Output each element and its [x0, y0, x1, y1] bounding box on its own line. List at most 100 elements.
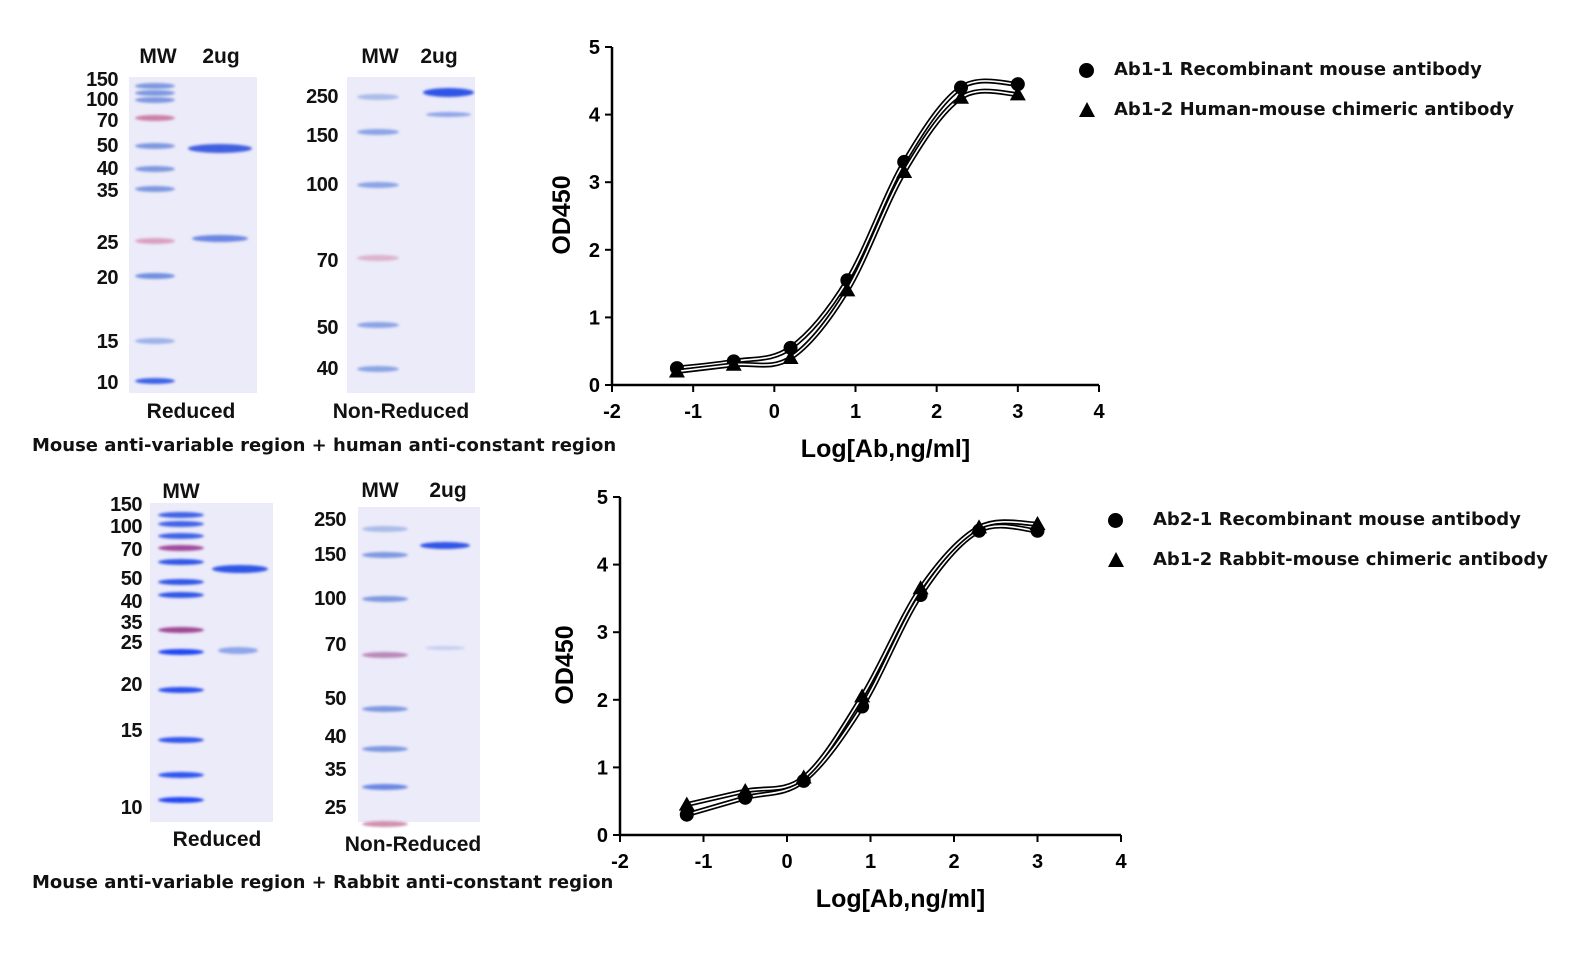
- data-point-circle: [954, 80, 969, 95]
- x-tick-label: 3: [1032, 851, 1043, 873]
- y-tick-label: 1: [597, 757, 608, 779]
- mw-marker-label: 70: [120, 539, 143, 561]
- mw-marker-label: 70: [324, 634, 347, 656]
- ladder-band: [362, 526, 408, 532]
- sample-band: [425, 646, 465, 650]
- lane-label: 2ug: [420, 45, 458, 68]
- mw-marker-label: 50: [316, 317, 339, 339]
- mw-marker-label: 25: [120, 632, 143, 654]
- ladder-band: [158, 687, 204, 693]
- lane-label: MW: [361, 45, 399, 68]
- mw-marker-label: 150: [110, 494, 142, 516]
- y-tick-label: 0: [589, 375, 600, 397]
- mw-marker-label: 35: [96, 180, 119, 202]
- y-tick-label: 4: [589, 105, 601, 127]
- mw-marker-label: 150: [86, 69, 118, 91]
- ladder-band: [135, 90, 175, 96]
- data-point-triangle: [795, 769, 812, 784]
- ladder-band: [135, 83, 175, 89]
- ladder-band: [158, 737, 204, 743]
- data-point-triangle: [839, 282, 856, 297]
- gel-condition-label: Non-Reduced: [344, 833, 482, 856]
- y-tick-label: 4: [597, 555, 609, 577]
- mw-marker-label: 15: [96, 331, 119, 353]
- mw-marker-label: 250: [306, 86, 338, 108]
- y-tick-label: 5: [597, 487, 608, 509]
- mw-marker-label: 50: [120, 568, 143, 590]
- data-point-triangle: [737, 783, 754, 798]
- x-tick-label: -2: [611, 851, 629, 873]
- data-point-triangle: [1009, 86, 1026, 101]
- x-tick-label: 4: [1093, 401, 1105, 423]
- ladder-band: [158, 627, 204, 633]
- x-tick-label: 3: [1012, 401, 1023, 423]
- lane-label: MW: [139, 45, 177, 68]
- y-tick-label: 0: [597, 825, 608, 847]
- ladder-band: [158, 579, 204, 585]
- lane-label: 2ug: [429, 479, 467, 502]
- ladder-band: [158, 772, 204, 778]
- ladder-band: [362, 706, 408, 712]
- ladder-band: [362, 746, 408, 752]
- ladder-band: [135, 338, 175, 344]
- ladder-band: [158, 521, 204, 527]
- lane-label: 2ug: [202, 45, 240, 68]
- data-point-circle: [783, 340, 798, 355]
- data-point-triangle: [971, 519, 988, 534]
- sample-band: [426, 111, 471, 117]
- ladder-band: [158, 649, 204, 655]
- legend-label: Ab1-2 Human-mouse chimeric antibody: [1114, 99, 1514, 120]
- data-point-triangle: [896, 164, 913, 179]
- triangle-marker-icon: [1079, 102, 1095, 117]
- ladder-band: [135, 97, 175, 103]
- data-point-triangle: [782, 349, 799, 364]
- legend-label: Ab1-1 Recombinant mouse antibody: [1114, 59, 1482, 80]
- x-tick-label: 4: [1115, 851, 1127, 873]
- data-point-triangle: [1029, 516, 1046, 531]
- mw-marker-label: 50: [324, 688, 347, 710]
- mw-marker-label: 100: [314, 588, 346, 610]
- y-tick-label: 2: [597, 690, 608, 712]
- mw-marker-label: 25: [96, 232, 119, 254]
- y-tick-label: 3: [589, 172, 600, 194]
- ladder-band: [135, 238, 175, 244]
- y-tick-label: 2: [589, 240, 600, 262]
- mw-marker-label: 35: [120, 612, 143, 634]
- fit-curve: [676, 80, 1018, 369]
- ladder-band: [158, 533, 204, 539]
- fit-curve-outline: [686, 523, 1038, 818]
- x-axis-label: Log[Ab,ng/ml]: [816, 885, 985, 913]
- x-tick-label: 2: [931, 401, 942, 423]
- gel-condition-label: Reduced: [146, 400, 236, 423]
- data-point-triangle: [725, 356, 742, 371]
- sample-band: [218, 646, 258, 654]
- ladder-band: [357, 94, 399, 100]
- triangle-marker-icon: [1108, 552, 1124, 567]
- data-point-triangle: [854, 688, 871, 703]
- sample-band: [192, 234, 248, 242]
- mw-marker-label: 40: [324, 726, 347, 748]
- mw-marker-label: 20: [120, 674, 143, 696]
- caption-bottom: Mouse anti-variable region + Rabbit anti…: [32, 872, 614, 893]
- y-tick-label: 5: [589, 37, 600, 59]
- ladder-band: [158, 512, 204, 518]
- mw-marker-label: 40: [120, 591, 143, 613]
- mw-marker-label: 150: [306, 125, 338, 147]
- legend-label: Ab1-2 Rabbit-mouse chimeric antibody: [1153, 549, 1548, 570]
- mw-marker-label: 70: [96, 110, 119, 132]
- ladder-band: [158, 797, 204, 803]
- ladder-band: [357, 182, 399, 188]
- mw-marker-label: 150: [314, 544, 346, 566]
- ladder-band: [158, 545, 204, 551]
- ladder-band: [135, 186, 175, 192]
- circle-marker-icon: [1079, 63, 1094, 78]
- mw-marker-label: 40: [316, 358, 339, 380]
- ladder-band: [357, 255, 399, 261]
- ladder-band: [135, 273, 175, 279]
- mw-marker-label: 100: [110, 516, 142, 538]
- mw-marker-label: 25: [324, 797, 347, 819]
- data-point-triangle: [953, 89, 970, 104]
- sample-band: [212, 565, 268, 573]
- x-axis-label: Log[Ab,ng/ml]: [801, 435, 970, 463]
